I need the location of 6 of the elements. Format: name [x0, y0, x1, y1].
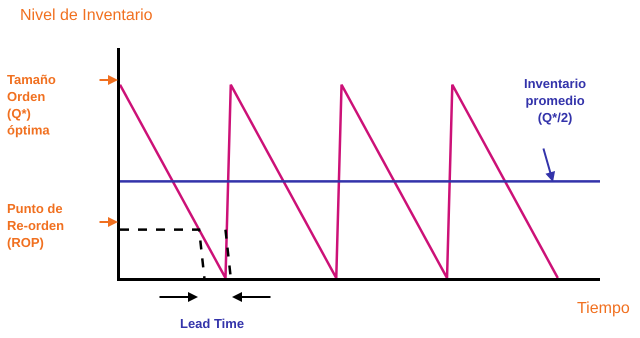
text: Lead Time — [180, 316, 244, 331]
x-axis-title: Tiempo — [577, 300, 630, 317]
annotation: Inventario promedio (Q*/2) — [524, 76, 586, 125]
text: Tamaño Orden (Q*) óptima — [7, 72, 56, 138]
text: Punto de Re-orden (ROP) — [7, 201, 64, 250]
y-axis-title: Nivel de Inventario — [20, 7, 153, 24]
